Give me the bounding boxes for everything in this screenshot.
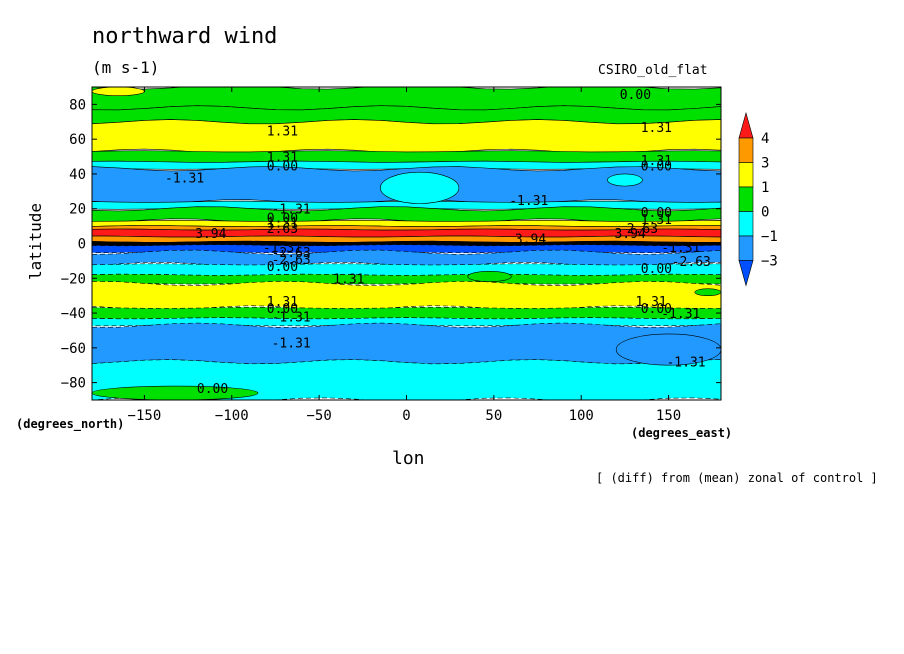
contour-label: 0.00: [267, 159, 298, 174]
colorbar: 4 3 1 0 −1 −3: [738, 111, 778, 287]
contour-label: -1.31: [661, 241, 700, 256]
contour-blob: [92, 385, 259, 400]
colorbar-segment: [738, 235, 754, 261]
y-tick-label: −20: [61, 271, 86, 287]
x-tick-label: 0: [402, 408, 410, 424]
colorbar-segment: [738, 137, 754, 163]
contour-label: -1.31: [272, 311, 311, 326]
y-unit-label: (degrees_north): [16, 417, 125, 431]
colorbar-top-arrow: [738, 111, 754, 139]
x-unit-label: (degrees_east): [631, 426, 733, 440]
x-axis-ticks: −150 −100 −50 0 50 100 150: [128, 87, 681, 424]
contour-label: -1.31: [661, 307, 700, 322]
y-tick-label: 60: [69, 132, 86, 148]
colorbar-label: −1: [761, 229, 778, 245]
contour-label: 1.31: [635, 295, 666, 310]
contour-label: 1.31: [641, 121, 672, 136]
contour-label: 1.31: [641, 213, 672, 228]
contour-label: -1.31: [666, 356, 705, 371]
x-tick-label: 100: [569, 408, 594, 424]
contour-label: 1.31: [333, 272, 364, 287]
y-tick-label: −80: [61, 376, 86, 392]
contour-labels: 0.001.31 1.311.310.00 1.310.00-1.31-1.31-1…: [165, 88, 711, 397]
contour-label: -2.63: [272, 253, 311, 268]
contour-band: [92, 119, 721, 154]
contour-blob: [607, 173, 643, 187]
x-tick-label: −100: [215, 408, 249, 424]
contour-label: 3.94: [515, 232, 546, 247]
contour-label: 0.00: [267, 211, 298, 226]
filled-contour-bands: [92, 87, 721, 400]
contour-label: 1.31: [641, 154, 672, 169]
contour-label: 0.00: [267, 260, 298, 275]
colorbar-label: 4: [761, 131, 769, 147]
contour-label: 1.31: [267, 217, 298, 232]
chart-title: northward wind: [92, 24, 278, 49]
y-tick-label: 0: [78, 237, 86, 253]
contour-blob: [379, 171, 460, 204]
x-tick-label: 50: [485, 408, 502, 424]
contour-label: 0.00: [267, 302, 298, 317]
y-tick-label: −40: [61, 306, 86, 322]
x-tick-label: 150: [656, 408, 681, 424]
colorbar-segment: [738, 186, 754, 212]
contour-label: 0.00: [620, 88, 651, 103]
contour-label: 0.00: [641, 262, 672, 277]
colorbar-label: 3: [761, 156, 769, 172]
contour-blob: [92, 87, 145, 96]
comparison-note: [ (diff) from (mean) zonal of control ]: [596, 471, 878, 485]
model-label: CSIRO_old_flat: [598, 63, 708, 78]
contour-label: -2.63: [672, 255, 711, 270]
colorbar-label: 0: [761, 205, 769, 221]
colorbar-bottom-arrow: [738, 260, 754, 287]
contour-label: 3.94: [195, 227, 226, 242]
contour-label: -1.31: [263, 241, 302, 256]
colorbar-label: 1: [761, 180, 769, 196]
contour-label: -1.31: [509, 194, 548, 209]
colorbar-label: −3: [761, 254, 778, 270]
y-tick-label: 20: [69, 202, 86, 218]
x-axis-label: lon: [392, 448, 425, 469]
contour-label: 0.00: [641, 159, 672, 174]
contour-band: [92, 263, 721, 276]
contour-label: 1.31: [267, 124, 298, 139]
contour-label: -2.63: [272, 246, 311, 261]
contour-band: [92, 322, 721, 365]
y-axis-ticks: −80 −60 −40 −20 0 20 40 60 80: [61, 97, 721, 392]
contour-label: 2.63: [627, 222, 658, 237]
contour-band: [92, 281, 721, 311]
contour-band: [92, 150, 721, 163]
contour-label: 1.31: [267, 295, 298, 310]
contour-label: 3.94: [614, 227, 645, 242]
x-tick-label: −50: [306, 408, 331, 424]
y-tick-label: 40: [69, 167, 86, 183]
contour-label: -1.31: [272, 337, 311, 352]
y-tick-label: −60: [61, 341, 86, 357]
y-tick-label: 80: [69, 97, 86, 113]
contour-label: 2.63: [267, 222, 298, 237]
contour-blob: [467, 271, 512, 283]
contour-blob: [694, 288, 721, 296]
contour-label: -1.31: [272, 203, 311, 218]
chart-units: (m s-1): [92, 58, 160, 77]
contour-label: 0.00: [197, 382, 228, 397]
colorbar-segment: [738, 211, 754, 237]
contour-band: [92, 306, 721, 320]
contour-label: 1.31: [267, 151, 298, 166]
contour-band: [92, 249, 721, 267]
contour-label: -1.31: [165, 171, 204, 186]
colorbar-segment: [738, 162, 754, 188]
contour-label: 0.00: [641, 302, 672, 317]
contour-label: 0.00: [641, 206, 672, 221]
x-tick-label: −150: [128, 408, 162, 424]
